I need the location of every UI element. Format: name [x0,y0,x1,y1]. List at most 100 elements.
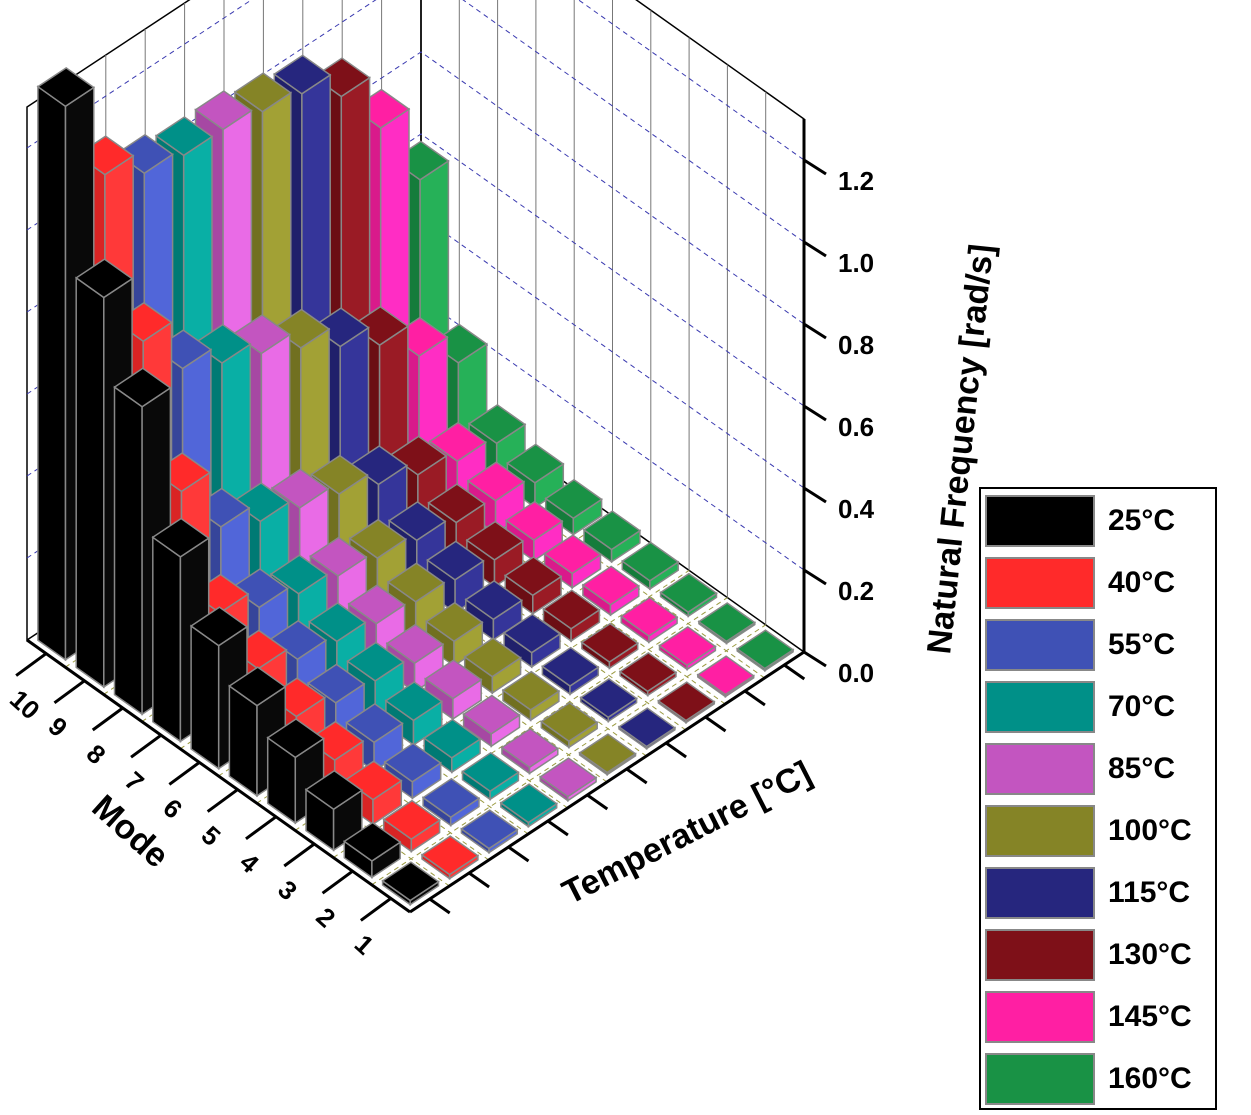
bar-mode-2-145°C [658,625,717,671]
bar-face-top [465,520,525,561]
mode-tick-label: 9 [42,711,73,743]
mode-tick-label: 10 [4,684,46,726]
bar-face-top [307,602,367,643]
mode-axis-line [26,638,411,914]
bar-face-top [154,116,214,157]
legend-item: 55°C [981,614,1215,672]
bar-face-top [387,500,447,542]
bar-face-top [270,468,330,509]
bar-face-top [463,637,522,678]
bar-face-top [427,483,486,524]
bar-face-top [658,625,717,667]
frequency-tick-label: 1.2 [838,166,874,196]
bar-mode-2-100°C [539,701,599,749]
mode-tick-label: 3 [272,874,303,906]
bar-mode-4-145°C [581,565,641,617]
frequency-tick [803,322,827,340]
bar-face-top [194,90,253,131]
mode-tick [283,842,316,868]
legend-item: 40°C [981,552,1215,610]
legend-swatch [985,929,1095,981]
bar-face-top [386,562,446,603]
bar-face-top [342,821,402,862]
bar-mode-1-85°C [538,757,598,803]
temperature-tick [507,845,530,863]
legend-swatch [985,743,1095,795]
frequency-tick [803,568,827,586]
bar-face-left [37,85,67,662]
bar-face-left [113,385,143,716]
bar-face-top [539,701,599,743]
bar-face-top [382,799,441,841]
bar-mode-3-145°C [619,596,679,644]
chart-bars [36,54,795,907]
frequency-tick [803,158,827,176]
frequency-tick-label: 0.8 [838,330,874,360]
legend-item: 70°C [981,676,1215,734]
y-axis-title: Mode [85,788,176,876]
bar-mode-3-115°C [541,646,600,696]
bar-face-top [618,651,678,693]
bar-face-top [381,861,440,902]
mode-tick [206,788,239,813]
bar-face-top [578,733,637,774]
bar-face-top [74,258,134,299]
bar-face-top [735,629,795,670]
frequency-tick-label: 0.2 [838,576,874,606]
mode-tick-label: 6 [157,793,188,825]
frequency-tick-label: 0.4 [838,494,875,524]
temperature-tick [468,871,490,889]
bar-face-top [619,596,679,637]
bar-face-top [580,622,640,663]
mode-tick [15,652,48,677]
bar-face-top [460,809,519,850]
bar-mode-3-100°C [501,670,561,722]
bar-face-top [426,540,485,581]
bar-mode-5-100°C [425,601,484,668]
bar-face-top [542,589,601,630]
legend-label: 70°C [1108,690,1176,723]
temperature-tick [625,767,648,785]
bar-face-top [500,727,560,769]
mode-tick [245,815,277,841]
bar-face-top [543,534,602,575]
grid-line [26,0,805,161]
mode-tick-label: 1 [349,929,380,961]
bar-face-top [189,606,249,647]
bar-face-top [579,677,638,719]
bar-mode-2-55°C [421,777,481,827]
bar-face-top [461,751,520,793]
bar-face-top [466,461,526,502]
temperature-tick [428,897,451,915]
bar-face-top [266,718,325,759]
bar-mode-4-85°C [423,659,483,721]
bar-face-top [310,454,369,495]
mode-tick-label: 4 [234,847,265,879]
bar-face-top [384,681,444,722]
temperature-tick [704,715,727,733]
bar-face-left [152,535,182,743]
bar-face-top [659,572,718,614]
bar-face-top [544,478,603,520]
bar-face-top [541,646,600,687]
bar-face-top [581,565,641,606]
bar-face-top [499,783,559,824]
bar-face-top [309,536,368,577]
frequency-tick-label: 0.0 [838,658,874,688]
legend-label: 85°C [1108,752,1176,785]
mode-tick [168,761,201,786]
bar-mode-3-70°C [422,718,482,774]
bar-mode-5-160°C [582,510,642,564]
legend-item: 25°C [981,490,1215,548]
bar-mode-1-100°C [578,733,637,777]
mode-tick-label: 5 [196,820,227,852]
bar-face-top [617,707,677,748]
mode-tick-label: 2 [311,901,342,933]
bar-mode-2-85°C [500,727,560,775]
mode-tick [321,869,354,895]
mode-tick [359,897,392,922]
legend-item: 145°C [981,986,1215,1044]
temperature-tick [547,819,569,837]
mode-tick [53,679,86,705]
temperature-axis-line [409,650,805,914]
